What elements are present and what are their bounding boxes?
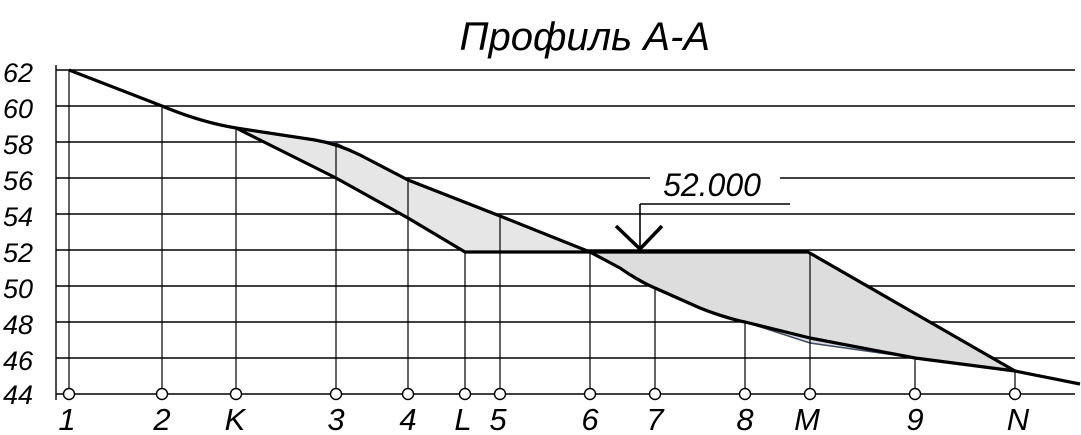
design-profile-line <box>235 126 1016 373</box>
level-marker: 52.000 <box>614 167 790 252</box>
station-circle-icon <box>401 387 415 401</box>
station-markers <box>62 387 1022 401</box>
station-label: 2 <box>152 402 170 435</box>
y-axis-labels: 62 60 58 56 54 52 50 48 46 44 <box>3 58 34 410</box>
station-circle-icon <box>329 387 343 401</box>
y-tick-label: 48 <box>3 310 33 340</box>
station-circle-icon <box>493 387 507 401</box>
station-circle-icon <box>648 387 662 401</box>
level-arrow-icon <box>614 224 664 252</box>
station-circle-icon <box>908 387 922 401</box>
station-circle-icon <box>738 387 752 401</box>
station-circle-icon <box>803 387 817 401</box>
fill-area-lower <box>589 251 1016 372</box>
cut-area-upper <box>235 127 591 253</box>
level-label-bg <box>652 170 772 200</box>
station-circle-icon <box>155 387 169 401</box>
y-tick-label: 44 <box>3 380 33 410</box>
station-labels: 1 2 K 3 4 L 5 6 7 8 M 9 N <box>58 402 1029 435</box>
station-label: K <box>225 402 247 435</box>
station-label: 6 <box>581 402 599 435</box>
station-circle-icon <box>229 387 243 401</box>
y-tick-label: 54 <box>3 202 33 232</box>
station-circle-icon <box>583 387 597 401</box>
level-label: 52.000 <box>663 167 761 203</box>
station-circle-icon <box>458 387 472 401</box>
station-label: 8 <box>736 402 754 435</box>
station-label: N <box>1007 402 1030 435</box>
station-label: 9 <box>906 402 923 435</box>
station-label: 5 <box>489 402 507 435</box>
y-tick-label: 58 <box>3 130 33 160</box>
station-label: 4 <box>399 402 416 435</box>
y-tick-label: 52 <box>3 238 33 268</box>
station-circle-icon <box>1008 387 1022 401</box>
station-label: 7 <box>646 402 665 435</box>
y-tick-label: 56 <box>3 166 34 196</box>
station-label: L <box>454 402 471 435</box>
y-tick-label: 46 <box>3 346 34 376</box>
station-lines <box>68 70 1016 388</box>
station-label: 3 <box>327 402 344 435</box>
y-tick-label: 62 <box>3 58 33 88</box>
diagram-title: Профиль А-А <box>459 15 710 59</box>
station-circle-icon <box>62 387 76 401</box>
y-tick-label: 50 <box>3 274 33 304</box>
y-tick-label: 60 <box>3 94 33 124</box>
station-label: 1 <box>58 402 75 435</box>
station-label: M <box>794 402 820 435</box>
